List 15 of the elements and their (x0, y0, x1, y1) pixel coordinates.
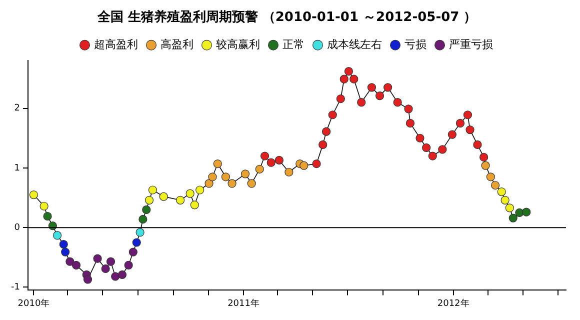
x-tick-label: 2012年 (437, 298, 470, 309)
chart-title: 全国 生猪养殖盈利周期预警 （2010-01-01 ～2012-05-07 ） (96, 9, 477, 26)
x-tick-label: 2011年 (228, 298, 260, 309)
y-tick-label: -1 (10, 282, 20, 293)
legend-label: 超高盈利 (94, 38, 138, 51)
legend-label: 亏损 (404, 38, 426, 51)
y-tick-label: 1 (14, 163, 20, 174)
x-tick-label: 2010年 (18, 298, 50, 309)
legend-label: 成本线左右 (326, 38, 382, 51)
legend-label: 严重亏损 (448, 38, 493, 51)
y-tick-label: 2 (14, 104, 20, 114)
legend-label: 较高赢利 (216, 38, 260, 51)
legend-label: 高盈利 (160, 38, 194, 51)
y-tick-label: 0 (14, 222, 20, 233)
legend-label: 正常 (282, 38, 304, 51)
